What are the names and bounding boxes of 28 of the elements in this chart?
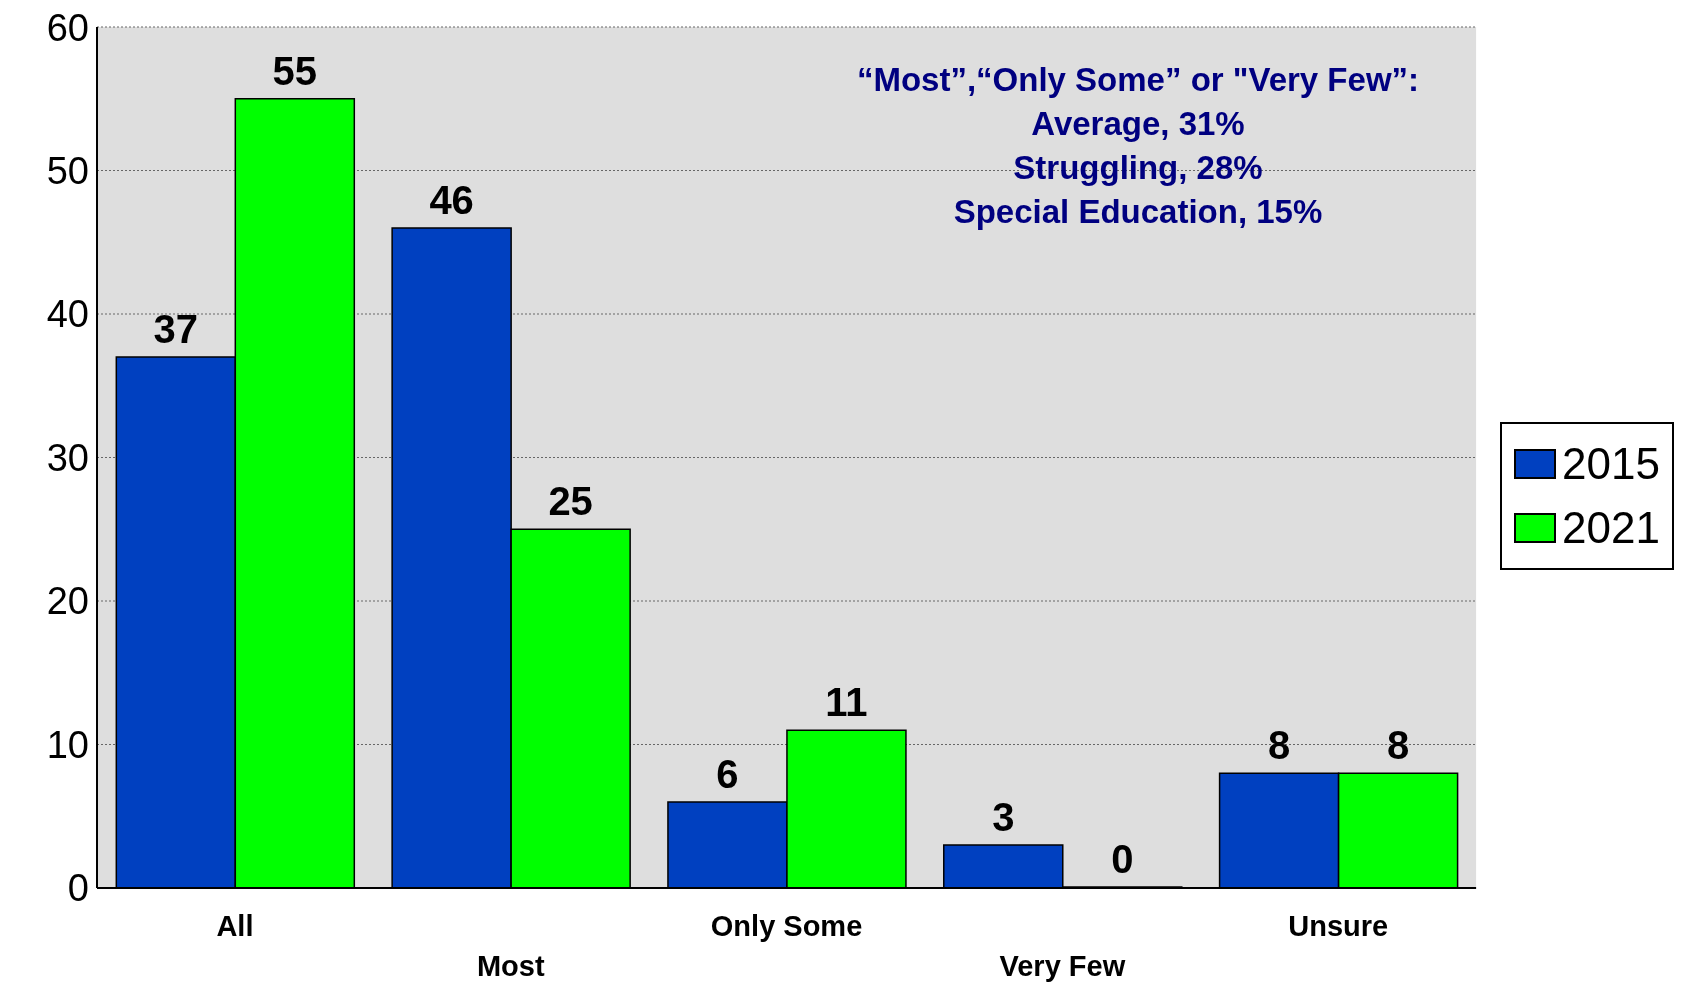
x-tick-label: Unsure [1288,910,1389,942]
x-tick-label: Only Some [710,910,863,942]
annotation: Struggling, 28% [1012,148,1264,188]
annotation: Special Education, 15% [952,192,1324,232]
y-tick-label: 20 [46,580,89,623]
legend-label: 2021 [1562,501,1660,554]
data-label: 55 [272,48,318,93]
data-label: 46 [429,177,474,222]
y-tick-label: 40 [46,293,89,336]
x-tick-label: Most [476,950,545,982]
legend-label: 2015 [1562,437,1660,490]
annotation: Average, 31% [1030,104,1246,144]
y-tick-label: 30 [46,436,89,479]
x-tick-label: All [216,910,254,942]
y-tick-label: 0 [67,867,89,910]
data-label: 11 [825,680,868,725]
annotation: “Most”,“Only Some” or "Very Few”: [855,60,1421,100]
data-label: 0 [1111,837,1134,881]
y-tick-label: 60 [46,6,89,49]
data-label: 25 [548,479,593,524]
data-label: 8 [1386,723,1410,768]
data-label: 37 [153,307,199,352]
x-tick-label: Very Few [999,950,1126,982]
data-label: 8 [1267,723,1291,768]
data-label: 6 [716,751,739,796]
data-label: 3 [992,794,1015,839]
y-tick-label: 50 [46,149,89,192]
y-tick-label: 10 [46,723,89,766]
